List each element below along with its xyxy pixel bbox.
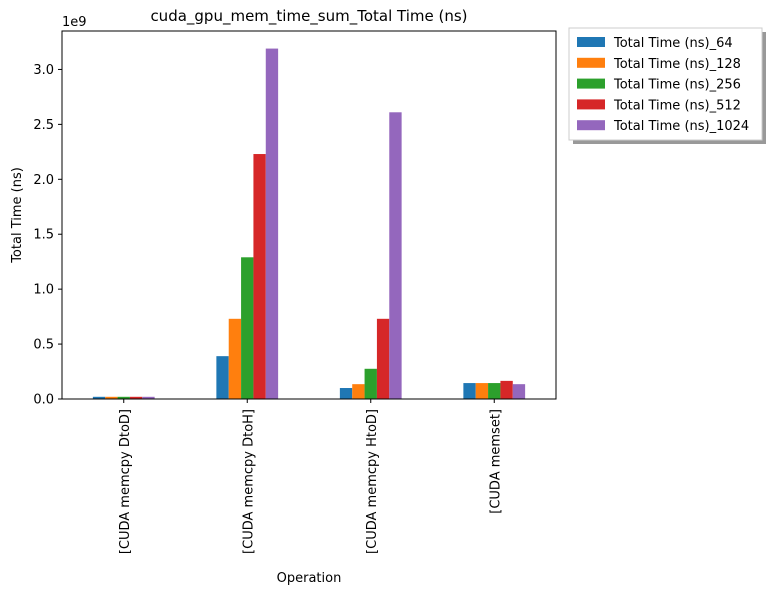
- bar-2-3: [352, 384, 365, 399]
- x-axis-label: Operation: [277, 571, 342, 586]
- y-axis-label: Total Time (ns): [10, 167, 25, 264]
- bar-1-2: [216, 356, 229, 399]
- legend-label-1: Total Time (ns)_64: [613, 36, 733, 51]
- y-tick-label-0: 0.0: [33, 393, 54, 408]
- chart-title: cuda_gpu_mem_time_sum_Total Time (ns): [150, 7, 467, 26]
- legend: Total Time (ns)_64 Total Time (ns)_128 Tot…: [568, 27, 766, 144]
- bar-2-1: [105, 396, 118, 399]
- bar-1-1: [92, 396, 106, 399]
- x-tick-label-1: [CUDA memcpy DtoH]: [241, 409, 256, 554]
- y-tick-label-5: 2.5: [33, 118, 54, 133]
- bar-1-4: [463, 383, 476, 399]
- x-tick-label-0: [CUDA memcpy DtoD]: [118, 409, 133, 554]
- y-offset-label: 1e9: [62, 15, 87, 30]
- y-axis: 0.0 0.5 1.0 1.5 2.0 2.5 3.0: [33, 63, 62, 408]
- bars-group: [92, 48, 526, 400]
- y-tick-label-3: 1.5: [33, 228, 54, 243]
- legend-label-4: Total Time (ns)_512: [613, 98, 741, 113]
- legend-swatch-2: [577, 57, 605, 68]
- legend-swatch-3: [577, 78, 605, 89]
- y-tick-label-1: 0.5: [33, 338, 54, 353]
- legend-label-5: Total Time (ns)_1024: [613, 119, 749, 134]
- bar-1-3: [339, 388, 353, 399]
- bar-2-2: [228, 318, 242, 399]
- legend-swatch-4: [577, 99, 605, 110]
- bar-3-2: [241, 257, 254, 399]
- y-tick-label-2: 1.0: [33, 283, 54, 298]
- bar-5-3: [389, 112, 402, 399]
- bar-2-4: [475, 383, 489, 399]
- x-tick-label-3: [CUDA memset]: [488, 409, 503, 514]
- bar-5-1: [142, 396, 155, 399]
- bar-3-4: [488, 383, 501, 399]
- plot-frame: [61, 30, 557, 400]
- bar-3-3: [364, 368, 377, 399]
- legend-label-2: Total Time (ns)_128: [613, 57, 741, 72]
- y-tick-label-4: 2.0: [33, 173, 54, 188]
- bar-5-2: [265, 48, 279, 400]
- bar-4-2: [253, 154, 266, 399]
- bar-4-4: [500, 380, 513, 399]
- bar-4-3: [376, 318, 390, 399]
- x-tick-label-2: [CUDA memcpy HtoD]: [365, 409, 380, 554]
- x-axis: [CUDA memcpy DtoD] [CUDA memcpy DtoH] [CUD…: [118, 399, 503, 554]
- legend-swatch-5: [577, 120, 605, 131]
- legend-label-3: Total Time (ns)_256: [613, 78, 741, 93]
- bar-3-1: [117, 396, 130, 399]
- bar-5-4: [512, 384, 526, 399]
- y-tick-label-6: 3.0: [33, 63, 54, 78]
- bar-4-1: [129, 396, 143, 399]
- legend-swatch-1: [577, 37, 605, 47]
